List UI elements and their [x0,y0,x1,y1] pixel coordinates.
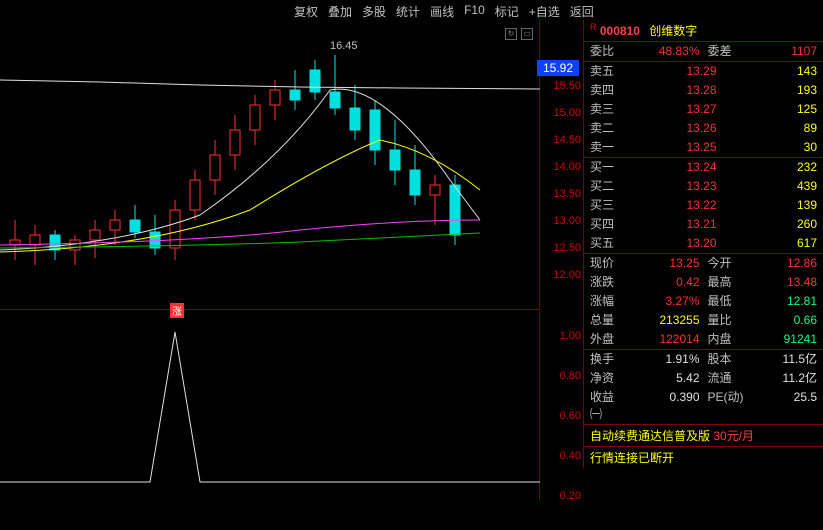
peak-label: 16.45 [330,40,358,52]
stat-row: 涨幅3.27%最低12.81 [584,292,823,311]
stat-row: 总量213255量比0.66 [584,311,823,330]
price-axis: 15.5015.0014.5014.0013.5013.0012.5012.00 [543,80,581,296]
bid-levels: 买一13.24232买二13.23439买三13.22139买四13.21260… [584,158,823,253]
toolbar-+自选[interactable]: +自选 [525,3,564,20]
stock-name: 创维数字 [649,24,697,38]
level-row[interactable]: 卖五13.29143 [584,62,823,81]
level-row[interactable]: 买四13.21260 [584,215,823,234]
stat-row: 涨跌0.42最高13.48 [584,273,823,292]
stock-header[interactable]: R 000810 创维数字 [584,20,823,42]
level-row[interactable]: 买二13.23439 [584,177,823,196]
header-metrics: 委比 48.83% 委差 1107 [584,42,823,61]
stock-code: 000810 [600,24,640,38]
toolbar-画线[interactable]: 画线 [426,3,458,20]
current-price-badge: 15.92 [537,60,579,76]
toolbar-F10[interactable]: F10 [460,3,489,20]
stat-row: 净资5.42流通11.2亿 [584,369,823,388]
ask-levels: 卖五13.29143卖四13.28193卖三13.27125卖二13.2689卖… [584,62,823,157]
promo-banner[interactable]: 自动续费通达信普及版 30元/月 [584,424,823,446]
quote-panel: R 000810 创维数字 委比 48.83% 委差 1107 卖五13.291… [583,20,823,468]
level-row[interactable]: 买五13.20617 [584,234,823,253]
connection-status: 行情连接已断开 [584,446,823,468]
toolbar-返回[interactable]: 返回 [566,3,598,20]
toolbar-叠加[interactable]: 叠加 [324,3,356,20]
toolbar-复权[interactable]: 复权 [290,3,322,20]
stat-row: 换手1.91%股本11.5亿 [584,350,823,369]
level-row[interactable]: 买三13.22139 [584,196,823,215]
level-row[interactable]: 卖二13.2689 [584,119,823,138]
toolbar-标记[interactable]: 标记 [491,3,523,20]
stat-row: 外盘122014内盘91241 [584,330,823,349]
level-row[interactable]: 卖四13.28193 [584,81,823,100]
stats-block: 现价13.25今开12.86涨跌0.42最高13.48涨幅3.27%最低12.8… [584,254,823,349]
stat-row: 收益㈠0.390PE(动)25.5 [584,388,823,424]
toolbar-多股[interactable]: 多股 [358,3,390,20]
level-row[interactable]: 买一13.24232 [584,158,823,177]
r-badge: R [590,22,597,32]
main-chart[interactable] [0,20,540,310]
stat-row: 现价13.25今开12.86 [584,254,823,273]
stats-block-2: 换手1.91%股本11.5亿净资5.42流通11.2亿收益㈠0.390PE(动)… [584,350,823,424]
candlestick-chart [0,20,540,310]
toolbar-统计[interactable]: 统计 [392,3,424,20]
toolbar: 复权叠加多股统计画线F10标记+自选返回 [290,3,598,20]
sub-axis: 1.000.800.600.400.20 [543,330,581,530]
indicator-chart [0,312,540,500]
level-row[interactable]: 卖一13.2530 [584,138,823,157]
level-row[interactable]: 卖三13.27125 [584,100,823,119]
sub-chart[interactable] [0,312,540,500]
